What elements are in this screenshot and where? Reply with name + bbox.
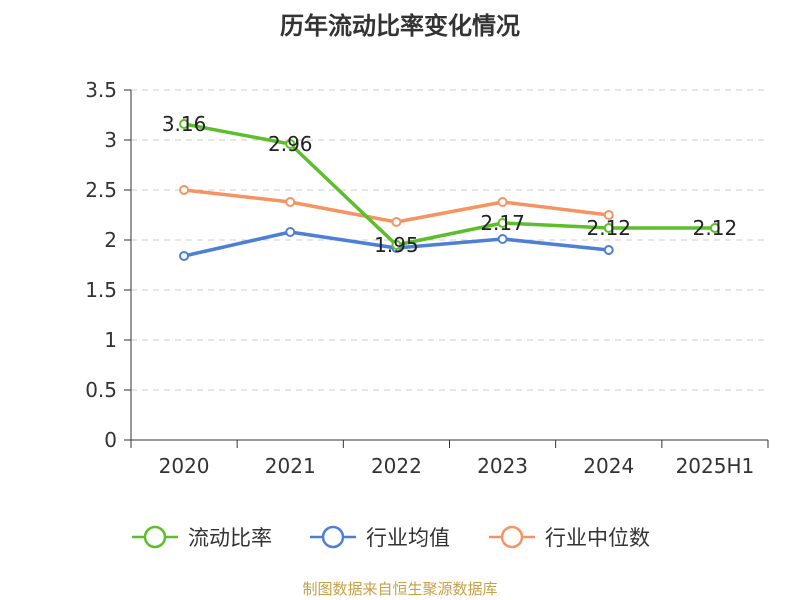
legend-item: 行业均值	[310, 525, 450, 550]
data-point	[603, 210, 614, 220]
legend-item: 行业中位数	[489, 525, 650, 550]
legend-marker	[321, 525, 345, 549]
y-tick-label: 1	[104, 328, 117, 352]
data-label: 2.17	[480, 211, 525, 235]
y-tick-label: 1.5	[85, 278, 117, 302]
series-line	[182, 122, 717, 247]
legend-item: 流动比率	[132, 525, 272, 550]
x-tick-label: 2024	[583, 454, 634, 478]
data-point	[285, 197, 296, 207]
y-tick-label: 3.5	[85, 78, 117, 102]
data-point	[603, 245, 614, 255]
data-point	[285, 139, 296, 149]
data-label: 2.12	[693, 216, 738, 240]
data-label: 3.16	[162, 112, 207, 136]
y-tick-label: 2.5	[85, 178, 117, 202]
data-point	[497, 218, 508, 228]
legend-label: 流动比率	[188, 526, 272, 550]
chart-title: 历年流动比率变化情况	[280, 12, 520, 40]
x-tick-label: 2021	[265, 454, 316, 478]
x-tick-label: 2023	[477, 454, 528, 478]
x-tick-label: 2020	[159, 454, 210, 478]
y-tick-label: 0	[104, 428, 117, 452]
data-label: 2.96	[268, 132, 313, 156]
series-lines	[179, 119, 720, 261]
data-point	[391, 217, 402, 227]
x-tick-label: 2025H1	[676, 454, 755, 478]
x-tick-label: 2022	[371, 454, 422, 478]
legend-label: 行业均值	[366, 526, 450, 550]
data-point	[179, 119, 190, 129]
data-point	[603, 223, 614, 233]
data-label: 2.12	[586, 216, 631, 240]
data-label: 1.95	[374, 233, 419, 257]
gridlines	[131, 89, 768, 391]
data-point	[285, 227, 296, 237]
legend-marker	[500, 525, 524, 549]
y-tick-label: 2	[104, 228, 117, 252]
data-point	[391, 240, 402, 250]
data-point	[709, 223, 720, 233]
data-point	[497, 197, 508, 207]
data-point	[497, 234, 508, 244]
legend: 流动比率 行业均值 行业中位数	[132, 525, 650, 550]
data-point	[179, 251, 190, 261]
source-note: 制图数据来自恒生聚源数据库	[302, 580, 498, 598]
data-point	[179, 185, 190, 195]
y-tick-label: 0.5	[85, 378, 117, 402]
data-labels: 3.16 2.96 1.95 2.17 2.12 2.12	[162, 112, 737, 257]
legend-label: 行业中位数	[545, 526, 650, 550]
axes: 0 0.5 1 1.5 2 2.5 3 3.5 2020 2021 2022 2023 2024 2025…	[85, 78, 769, 478]
y-tick-label: 3	[104, 128, 117, 152]
legend-marker	[143, 525, 167, 549]
